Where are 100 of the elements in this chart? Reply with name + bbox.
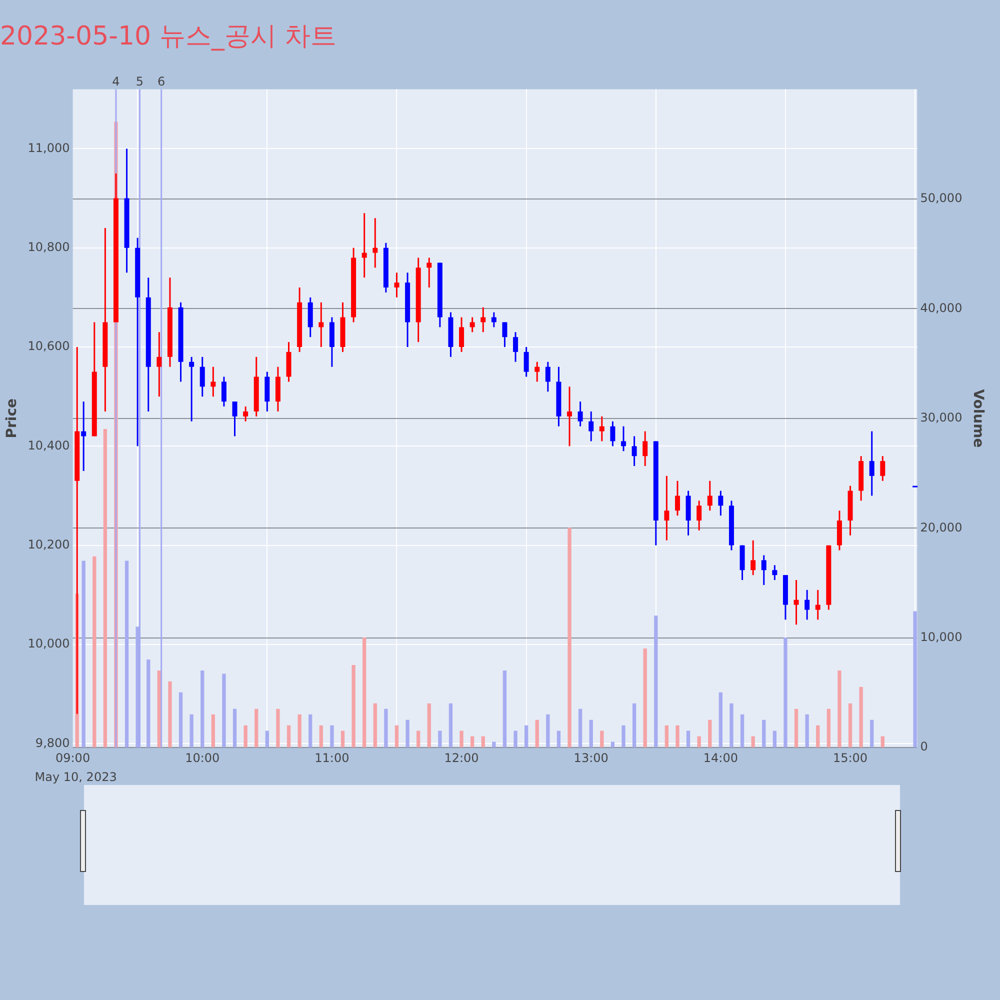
y-tick-label: 11,000 [28,140,70,155]
candlestick [632,436,637,467]
bar [340,730,345,748]
candlestick [459,316,464,353]
bar [578,708,582,748]
bar [784,638,788,748]
candlestick [599,416,604,442]
bar [286,725,291,748]
candlestick [664,475,670,542]
x-tick-label: 09:00 [55,750,90,765]
bar [298,714,302,748]
bar [168,681,172,748]
bar [146,659,150,748]
bar [373,703,377,748]
candlestick [243,406,248,422]
candlestick [588,410,594,442]
bar [622,725,626,748]
bar [82,560,86,748]
bar [859,686,863,748]
candlestick [718,490,724,516]
bar [524,725,528,748]
candlestick [394,272,400,298]
y-axis-title: Price [4,398,20,438]
bar [362,638,366,748]
candlestick [200,356,205,398]
bar [190,714,194,748]
bar [546,714,550,748]
bar [502,670,507,748]
candlestick [696,500,702,532]
y-tick-label: 10,400 [28,438,70,452]
bar [492,742,496,748]
y2-tick-label: 10,000 [920,630,962,644]
bar [448,703,453,748]
text: May 10, 2023 [34,770,117,784]
bar [643,648,647,748]
y-tick-label: 10,600 [28,339,70,354]
candlestick [707,480,712,512]
bar [880,736,884,748]
bar [805,714,809,748]
bar [654,616,658,748]
candlestick [567,386,572,447]
bar [848,703,852,748]
y-tick-label: 9,800 [35,736,70,750]
y2-tick-label: 50,000 [920,191,962,206]
bar [460,730,464,748]
bar [514,730,518,748]
bar [222,674,226,748]
bar [826,708,830,748]
bar [470,736,474,748]
ref-line-label: 5 [136,74,144,88]
x-tick-label: 10:00 [185,750,220,765]
bar [308,714,312,748]
x-tick-label: 13:00 [574,750,608,765]
y-tick-label: 10,200 [28,537,70,552]
candlestick [815,589,820,620]
ref-line-label: 6 [158,74,166,88]
y-tick-label: 10,000 [28,636,70,651]
bar [438,730,442,748]
candlestick [210,366,216,398]
candlestick [491,312,496,328]
candlestick [545,361,550,392]
candlestick [156,331,162,398]
y2-tick-label: 30,000 [920,410,962,425]
bar [794,708,798,748]
y-tick-label: 10,800 [28,240,70,254]
candlestick [221,376,226,408]
bar [103,429,108,748]
y2-tick-label: 40,000 [920,300,962,315]
bar [319,725,323,748]
bar [394,725,399,748]
bar [686,730,690,748]
bar [200,670,204,748]
bar [676,725,680,748]
candlestick [621,426,626,452]
bar [816,725,820,748]
candlestick [362,212,367,278]
bar [740,714,744,748]
x-tick-label: 11:00 [314,750,350,765]
chart-title: 2023-05-10 뉴스_공시 차트 [0,21,337,52]
candlestick [426,257,432,288]
bar [330,725,334,748]
x-tick-label: 15:00 [832,750,868,765]
bar [589,720,593,748]
bar [772,730,777,748]
bar [632,703,636,748]
y2-tick-label: 20,000 [920,520,962,534]
bar [870,720,874,748]
bar [664,725,669,748]
bar [600,730,604,748]
bar [718,692,723,748]
candlestick [502,321,508,348]
bar [568,528,572,748]
bar [178,692,183,748]
candlestick [610,420,616,447]
candlestick [524,346,529,378]
bar [406,720,410,748]
bar [913,611,917,748]
bar [244,725,248,748]
candlestick [772,564,778,581]
y2-tick-label: 0 [920,740,928,754]
